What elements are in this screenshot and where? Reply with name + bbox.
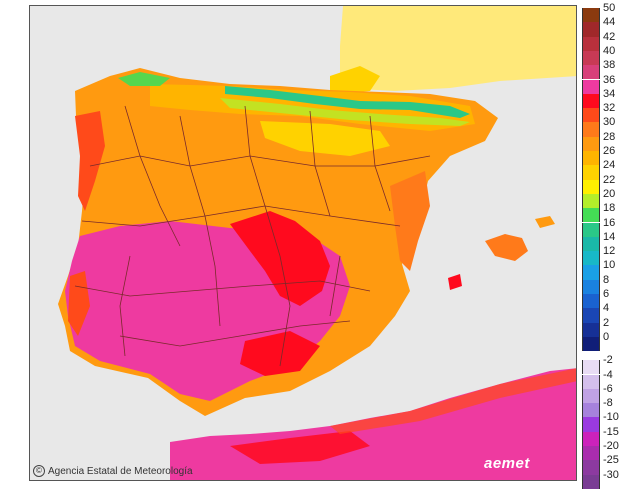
legend-swatch [582,336,600,352]
legend-swatch [582,8,600,23]
temperature-map[interactable] [29,5,577,481]
legend-label: -4 [603,368,613,381]
legend-swatch [582,136,600,151]
legend-swatch [582,446,600,461]
legend-label: 12 [603,245,616,258]
legend-swatch [582,251,600,266]
legend-label: 28 [603,130,616,143]
legend-label: 30 [603,116,616,129]
legend-label: 2 [603,316,610,329]
legend-label: -20 [603,440,619,452]
legend-label: 4 [603,302,610,315]
ebro-yellow [260,121,390,156]
legend-label: 16 [603,216,616,229]
legend-label: 0 [603,330,610,343]
legend-swatch [582,474,600,489]
legend-swatch [582,417,600,432]
legend-label: 42 [603,30,616,43]
west-red-edge [68,271,90,336]
france-southwest [330,66,380,94]
legend-label: 6 [603,288,610,300]
legend-label: -15 [603,425,619,438]
legend-label: 44 [603,16,616,29]
pyrenees-green [225,86,470,118]
legend-label: -8 [603,397,613,410]
mallorca [485,234,528,261]
legend-label: -30 [603,468,619,481]
legend-swatch [582,374,600,389]
south-red [240,331,320,376]
north-africa-coast [330,368,576,434]
legend-swatch [582,22,600,37]
legend-swatch [582,431,600,446]
legend-swatch [582,208,600,223]
legend-label: -2 [603,354,613,367]
legend-swatch [582,279,600,294]
pyrenees-yellow [220,98,470,126]
cantabrian-green [118,72,170,86]
agency-credit-text: Agencia Estatal de Meteorología [48,465,193,477]
legend-swatch [582,122,600,137]
france-region [340,6,576,91]
copyright-icon: © [33,465,45,477]
aemet-logo: aemet [484,455,530,472]
legend-label: -6 [603,382,613,395]
legend-label: 34 [603,87,616,100]
legend-label: 24 [603,159,616,172]
legend-swatch [582,222,600,237]
legend-label: 26 [603,145,616,157]
legend-swatch [582,265,600,280]
agency-credit: © Agencia Estatal de Meteorología [33,465,193,477]
legend-label: -25 [603,454,619,467]
legend-label: 50 [603,2,616,14]
legend-swatch [582,50,600,66]
legend-label: 22 [603,173,616,186]
legend-swatch [582,193,600,209]
legend-label: 32 [603,102,616,115]
legend-swatch [582,294,600,309]
legend-label: 8 [603,273,610,286]
map-svg [30,6,576,480]
legend-swatch [582,460,600,475]
legend-swatch [582,93,600,109]
ibiza [448,274,462,290]
legend-swatch [582,151,600,166]
galicia-coast [75,111,105,211]
legend-swatch [582,108,600,123]
legend-swatch [582,65,600,80]
legend-swatch [582,179,600,194]
legend-label: 38 [603,59,616,72]
legend-swatch [582,236,600,252]
legend-label: 36 [603,73,616,86]
legend-swatch [582,308,600,323]
levante-coast [390,171,430,271]
legend-label: 14 [603,230,616,243]
north-africa-red [230,431,370,464]
color-legend: 50 44 42 40 38 36 34 32 30 28 26 24 22 20 18 16 14 12 10 8 6… [582,3,628,496]
legend-label: -10 [603,411,619,424]
menorca [535,216,555,228]
legend-label: 20 [603,187,616,200]
legend-swatch [582,403,600,418]
legend-label: 10 [603,259,616,272]
legend-label: 40 [603,44,616,57]
legend-swatch [582,388,600,404]
province-borders [74,105,431,367]
legend-swatch [582,165,600,180]
legend-swatch [582,36,600,51]
legend-swatch [582,360,600,375]
legend-swatch [582,79,600,94]
legend-swatch [582,322,600,337]
legend-label: 18 [603,202,616,215]
